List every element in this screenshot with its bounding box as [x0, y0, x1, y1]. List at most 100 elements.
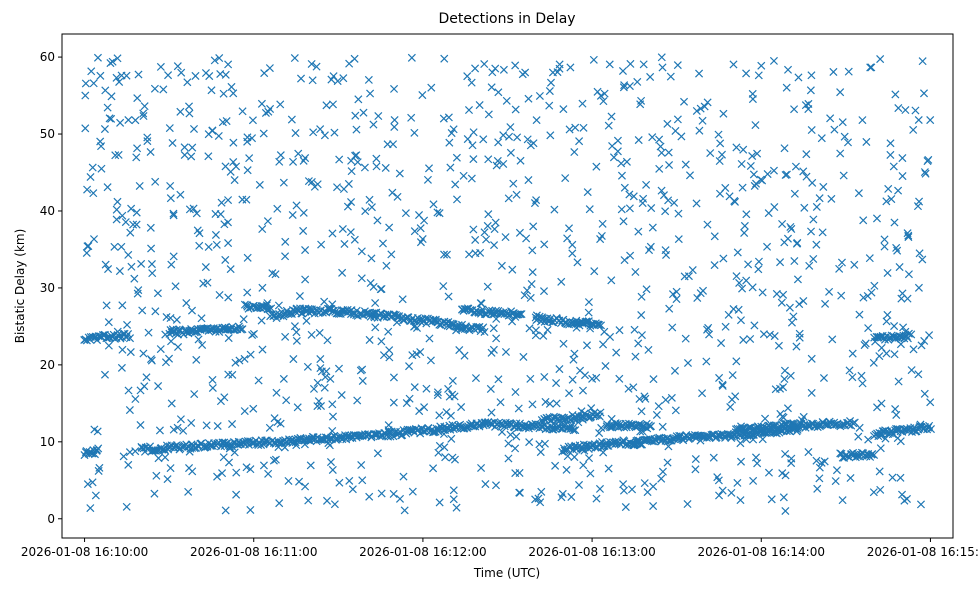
clutter-point — [195, 241, 204, 250]
clutter-point — [333, 77, 342, 86]
clutter-point — [185, 447, 194, 456]
clutter-point — [137, 259, 146, 268]
clutter-point — [672, 287, 681, 296]
clutter-point — [506, 123, 515, 132]
clutter-point — [787, 318, 796, 327]
clutter-point — [153, 289, 162, 298]
clutter-point — [854, 189, 863, 198]
clutter-point — [361, 207, 370, 216]
clutter-point — [563, 234, 572, 243]
clutter-point — [224, 370, 233, 379]
clutter-point — [268, 269, 277, 278]
clutter-point — [408, 487, 417, 496]
clutter-point — [695, 126, 704, 135]
track-point — [926, 425, 935, 434]
clutter-point — [526, 293, 535, 302]
clutter-point — [593, 87, 602, 96]
clutter-point — [107, 114, 116, 123]
clutter-point — [809, 215, 818, 224]
clutter-point — [387, 250, 396, 259]
clutter-point — [351, 111, 360, 120]
clutter-point — [320, 383, 329, 392]
clutter-point — [726, 402, 735, 412]
clutter-point — [83, 185, 92, 194]
clutter-point — [340, 239, 349, 249]
clutter-point — [480, 60, 489, 69]
clutter-point — [326, 458, 336, 467]
clutter-point — [663, 119, 672, 128]
clutter-point — [172, 315, 181, 324]
clutter-point — [702, 357, 711, 366]
clutter-point — [649, 375, 658, 384]
clutter-point — [426, 356, 435, 365]
clutter-point — [447, 434, 456, 443]
clutter-point — [198, 340, 207, 350]
clutter-point — [692, 199, 701, 208]
clutter-point — [407, 53, 416, 62]
clutter-point — [337, 390, 346, 400]
clutter-point — [802, 150, 811, 159]
clutter-point — [691, 465, 700, 474]
clutter-point — [301, 154, 310, 163]
clutter-point — [524, 176, 533, 185]
track-point — [401, 314, 410, 323]
clutter-point — [626, 251, 635, 260]
clutter-point — [111, 151, 120, 160]
clutter-point — [309, 384, 319, 393]
track-point — [596, 321, 606, 330]
clutter-point — [146, 223, 155, 232]
clutter-point — [385, 353, 394, 362]
clutter-point — [579, 461, 588, 470]
track-point — [668, 434, 677, 443]
clutter-point — [264, 469, 273, 478]
clutter-point — [763, 170, 772, 179]
clutter-point — [124, 386, 133, 395]
clutter-point — [886, 139, 895, 148]
clutter-point — [569, 355, 578, 364]
clutter-point — [804, 99, 813, 108]
clutter-point — [367, 254, 376, 263]
clutter-point — [366, 89, 375, 98]
clutter-point — [665, 304, 674, 313]
clutter-point — [444, 113, 453, 122]
clutter-point — [894, 104, 903, 113]
clutter-point — [732, 143, 741, 152]
clutter-point — [545, 101, 554, 110]
clutter-point — [817, 458, 826, 467]
x-axis-title: Time (UTC) — [473, 566, 540, 580]
track-point — [899, 425, 909, 434]
clutter-point — [133, 289, 142, 298]
clutter-point — [781, 471, 790, 480]
clutter-point — [492, 161, 501, 170]
clutter-point — [748, 283, 757, 292]
clutter-point — [290, 322, 299, 331]
track-point — [370, 313, 379, 322]
clutter-point — [514, 404, 523, 413]
clutter-point — [350, 235, 359, 244]
clutter-point — [568, 240, 577, 249]
clutter-point — [390, 122, 399, 132]
clutter-point — [166, 194, 175, 203]
clutter-point — [144, 328, 153, 337]
clutter-point — [303, 362, 312, 371]
clutter-point — [877, 343, 886, 352]
clutter-point — [667, 393, 676, 402]
clutter-point — [88, 478, 97, 487]
clutter-point — [223, 218, 232, 227]
clutter-point — [736, 496, 745, 505]
clutter-point — [552, 399, 561, 408]
clutter-point — [754, 257, 763, 266]
clutter-point — [592, 494, 601, 503]
clutter-point — [180, 143, 189, 152]
clutter-point — [89, 235, 99, 244]
clutter-point — [631, 352, 640, 361]
clutter-point — [657, 148, 666, 157]
clutter-point — [150, 84, 159, 93]
clutter-point — [893, 246, 902, 255]
clutter-point — [504, 439, 513, 448]
clutter-point — [372, 162, 381, 171]
clutter-point — [164, 71, 173, 80]
clutter-point — [659, 191, 668, 200]
clutter-point — [914, 283, 923, 292]
clutter-point — [540, 240, 549, 249]
